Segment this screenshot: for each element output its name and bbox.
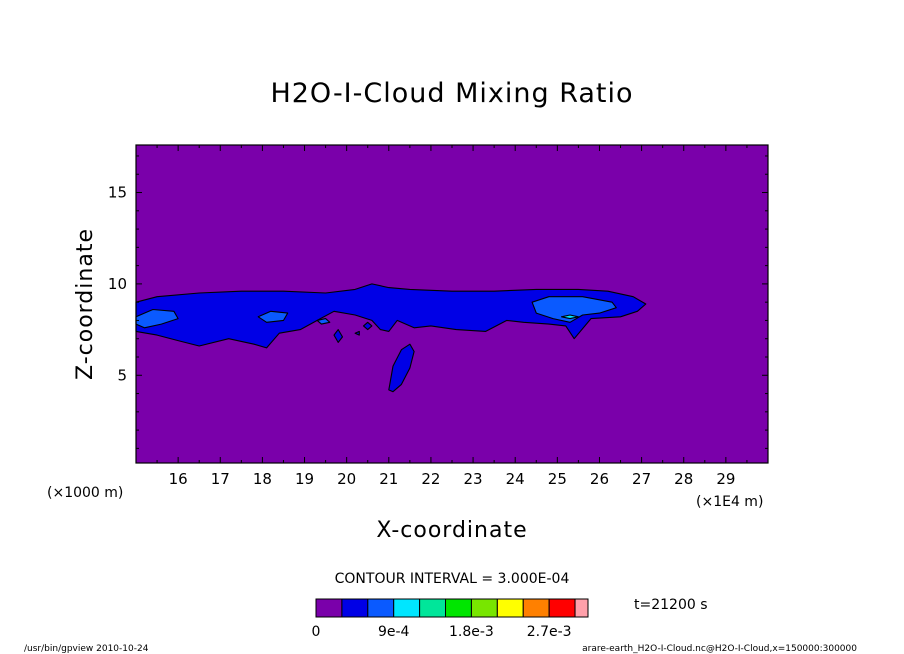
x-tick-label: 18	[253, 470, 272, 488]
contour-region-10	[354, 330, 360, 336]
footer-left: /usr/bin/gpview 2010-10-24	[24, 644, 149, 654]
footer-right: arare-earth_H2O-I-Cloud.nc@H2O-I-Cloud,x…	[582, 644, 857, 654]
colorbar-swatch	[419, 598, 447, 618]
colorbar-swatch	[522, 598, 550, 618]
time-label: t=21200 s	[634, 597, 708, 613]
x-axis-ticks: 16 17 18 19 20 21 22 23 24 25 26 27 28 29	[156, 145, 748, 488]
x-tick-label: 21	[379, 470, 398, 488]
x-unit-label: (×1000 m)	[47, 485, 123, 501]
x-tick-label: 20	[337, 470, 356, 488]
x-tick-label: 28	[674, 470, 693, 488]
colorbar-label: 2.7e-3	[527, 624, 572, 640]
contour-region-3	[388, 343, 415, 393]
colorbar-swatch	[445, 598, 472, 618]
colorbar-swatch	[574, 598, 589, 618]
colorbar-swatch	[548, 598, 576, 618]
contour-region-7	[316, 318, 331, 325]
y-tick-label: 15	[108, 184, 127, 202]
contour-region-5	[560, 314, 579, 320]
x-scale-label: (×1E4 m)	[696, 494, 763, 510]
chart-title: H2O-I-Cloud Mixing Ratio	[270, 78, 633, 109]
contour-region-8	[333, 329, 344, 343]
plot-area: 16 17 18 19 20 21 22 23 24 25 26 27 28 29 5 10 15	[108, 144, 769, 488]
contour-region-6	[257, 310, 289, 323]
contour-region-9	[362, 321, 373, 331]
colorbar-label: 1.8e-3	[449, 624, 494, 640]
colorbar-label: 9e-4	[378, 624, 410, 640]
colorbar-swatch	[367, 598, 395, 618]
x-tick-label: 25	[548, 470, 567, 488]
y-tick-label: 5	[117, 366, 127, 384]
x-tick-label: 19	[295, 470, 314, 488]
contour-region-2	[135, 308, 179, 329]
colorbar-label: 0	[312, 624, 321, 640]
contour-region-1	[135, 283, 647, 349]
colorbar	[315, 598, 589, 618]
y-axis-label: Z-coordinate	[73, 228, 98, 380]
x-tick-label: 16	[169, 470, 188, 488]
contour-region-4	[531, 296, 617, 323]
x-tick-label: 27	[632, 470, 651, 488]
colorbar-swatch	[341, 598, 369, 618]
x-tick-label: 26	[590, 470, 609, 488]
colorbar-swatch	[315, 598, 343, 618]
x-tick-label: 17	[211, 470, 230, 488]
colorbar-swatch	[496, 598, 524, 618]
colorbar-labels: 0 9e-4 1.8e-3 2.7e-3	[312, 624, 572, 640]
contour-regions	[135, 283, 647, 393]
colorbar-swatch	[393, 598, 421, 618]
x-tick-label: 22	[421, 470, 440, 488]
y-axis-ticks: 5 10 15	[108, 155, 768, 449]
x-tick-label: 24	[506, 470, 525, 488]
x-tick-label: 23	[464, 470, 483, 488]
x-axis-label: X-coordinate	[376, 518, 527, 543]
colorbar-swatch	[470, 598, 498, 618]
x-tick-label: 29	[716, 470, 735, 488]
y-tick-label: 10	[108, 275, 127, 293]
contour-interval-label: CONTOUR INTERVAL = 3.000E-04	[335, 571, 570, 587]
